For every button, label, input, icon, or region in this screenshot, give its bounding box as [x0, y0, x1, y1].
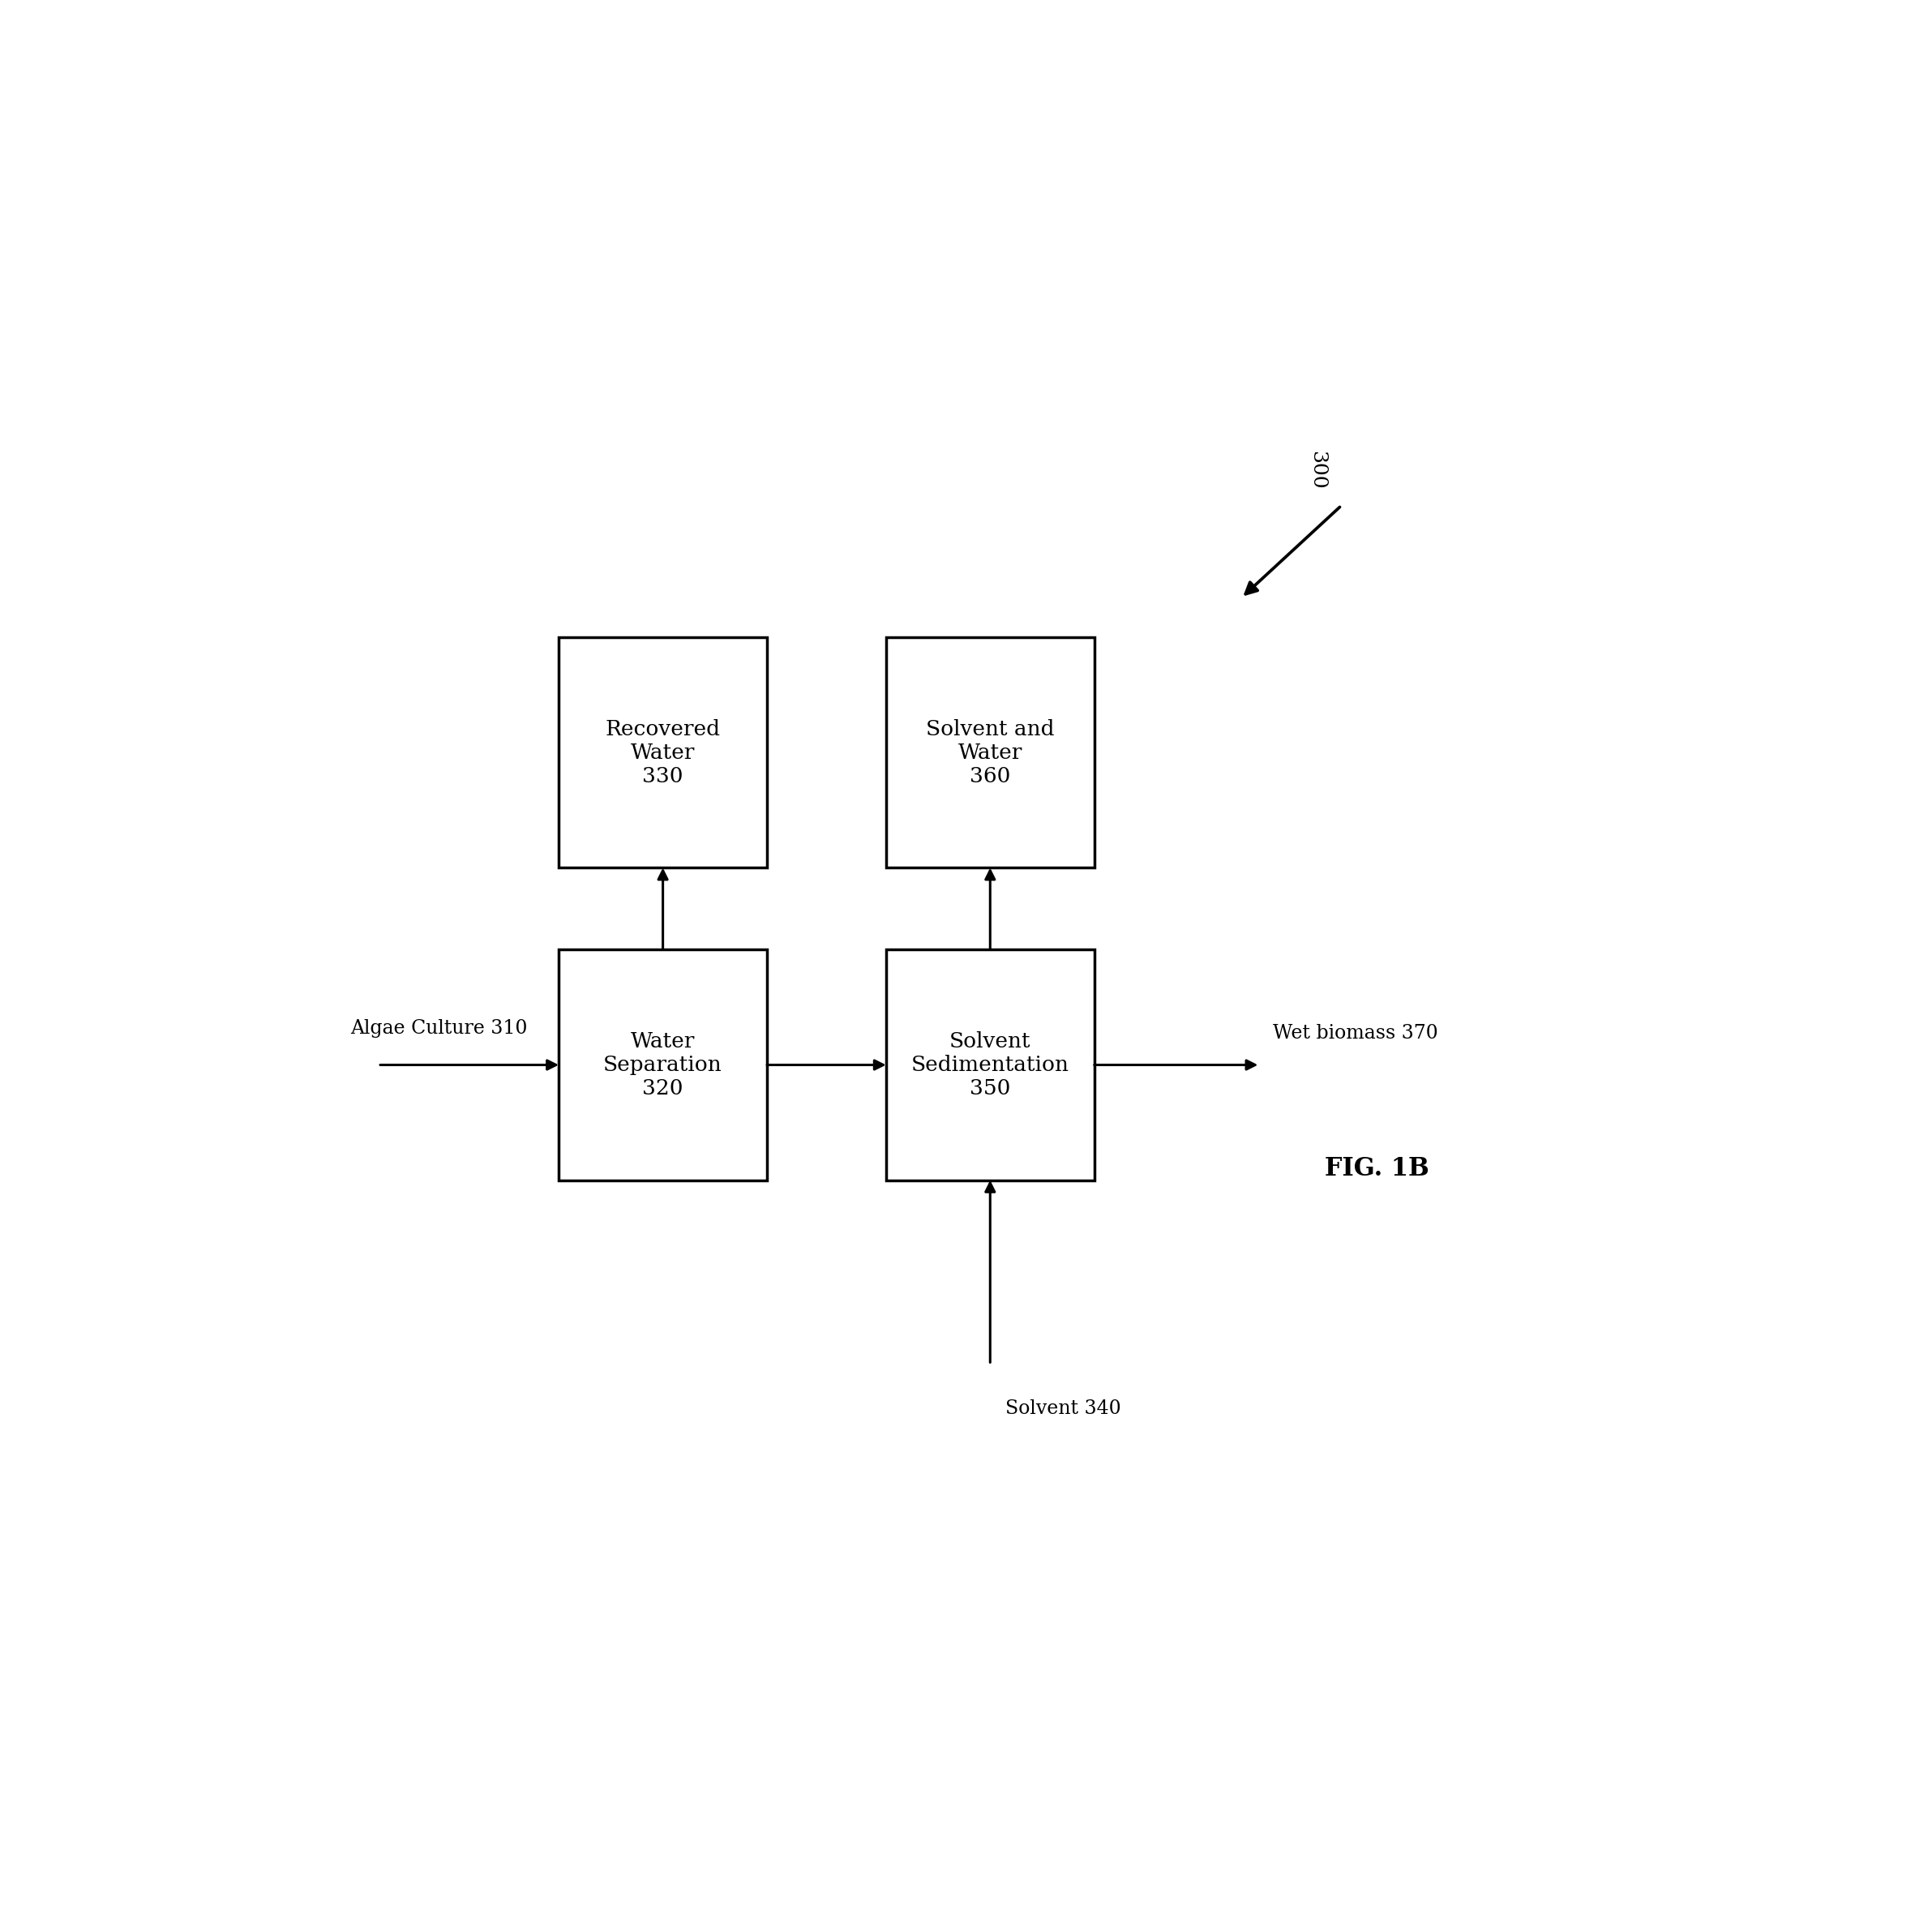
Text: Solvent 340: Solvent 340: [1005, 1399, 1121, 1418]
Bar: [558, 951, 767, 1180]
Text: Wet biomass 370: Wet biomass 370: [1273, 1024, 1437, 1043]
Bar: [887, 951, 1094, 1180]
Bar: [558, 638, 767, 867]
Text: FIG. 1B: FIG. 1B: [1325, 1157, 1430, 1182]
Text: 300: 300: [1308, 450, 1327, 489]
Text: Solvent and
Water
360: Solvent and Water 360: [925, 719, 1055, 786]
Bar: [887, 638, 1094, 867]
Text: Recovered
Water
330: Recovered Water 330: [605, 719, 721, 786]
Text: Water
Separation
320: Water Separation 320: [603, 1032, 723, 1099]
Text: Solvent
Sedimentation
350: Solvent Sedimentation 350: [912, 1032, 1068, 1099]
Text: Algae Culture 310: Algae Culture 310: [350, 1020, 527, 1037]
